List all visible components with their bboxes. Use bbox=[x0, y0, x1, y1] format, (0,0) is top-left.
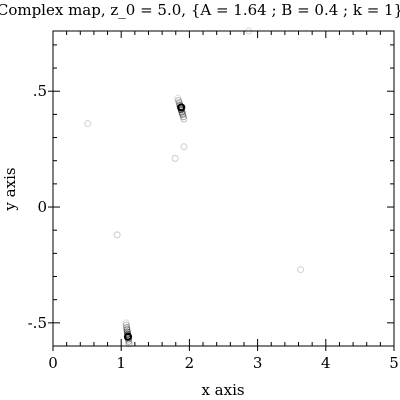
scatter-point bbox=[297, 266, 305, 274]
cluster-point bbox=[122, 321, 130, 329]
plot-frame bbox=[52, 30, 395, 347]
x-tick-label: 5 bbox=[389, 354, 399, 372]
y-axis-label: y axis bbox=[1, 167, 19, 211]
cluster-point bbox=[123, 328, 131, 336]
x-axis-label: x axis bbox=[201, 381, 244, 399]
y-tick-label: -.5 bbox=[28, 314, 47, 332]
x-tick-label: 1 bbox=[116, 354, 126, 372]
scatter-point bbox=[171, 154, 179, 162]
x-tick-label: 4 bbox=[321, 354, 331, 372]
cluster-point bbox=[180, 115, 188, 123]
scatter-point bbox=[245, 27, 253, 35]
cluster-point bbox=[174, 96, 182, 104]
x-tick-label: 3 bbox=[253, 354, 263, 372]
x-tick-label: 0 bbox=[48, 354, 58, 372]
attractor-point bbox=[123, 332, 133, 341]
axis-ticks: 0 1 2 3 4 5 -.5 0 .5 bbox=[28, 31, 399, 372]
y-tick-label: .5 bbox=[33, 82, 47, 100]
y-tick-label: 0 bbox=[37, 198, 47, 216]
attractor-point bbox=[177, 103, 186, 112]
cluster-point bbox=[125, 337, 133, 345]
scatter-point bbox=[84, 120, 92, 128]
x-tick-label: 2 bbox=[185, 354, 195, 372]
cluster-point bbox=[123, 323, 131, 331]
cluster-point bbox=[179, 110, 187, 118]
data-points bbox=[84, 27, 305, 348]
cluster-point bbox=[174, 94, 182, 102]
scatter-point bbox=[180, 143, 188, 151]
scatter-point bbox=[113, 231, 121, 239]
cluster-point bbox=[179, 113, 187, 121]
cluster-point bbox=[122, 319, 130, 327]
chart-title: Complex map, z_0 = 5.0, {A = 1.64 ; B = … bbox=[0, 1, 400, 19]
cluster-point bbox=[178, 108, 186, 116]
